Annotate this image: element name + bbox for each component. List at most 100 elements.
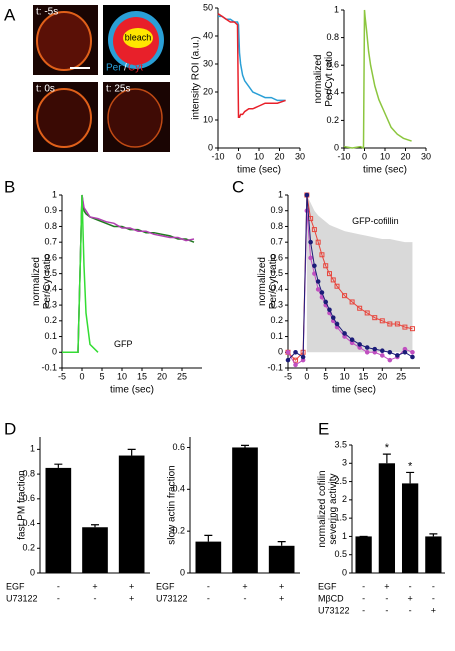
y-tick-label: 0.2 — [270, 315, 283, 325]
error-bar — [204, 534, 213, 542]
condition-mark: - — [207, 593, 210, 603]
condition-mark: - — [244, 593, 247, 603]
y-tick-label: 1.5 — [334, 513, 347, 523]
series-label: GFP — [114, 339, 133, 349]
y-tick-label: 0.2 — [326, 115, 339, 125]
marker — [342, 293, 348, 299]
x-tick-label: 20 — [157, 371, 167, 381]
panel-letter: B — [4, 177, 15, 196]
y-tick-label: 10 — [203, 114, 213, 124]
micrograph: t: -5s — [33, 5, 98, 75]
y-tick-label: 0 — [208, 142, 213, 152]
condition-name: EGF — [156, 581, 175, 591]
x-tick-label: 25 — [177, 371, 187, 381]
y-tick-label: 0.8 — [270, 221, 283, 231]
condition-mark: - — [432, 581, 435, 591]
y-tick-label: 0.6 — [44, 252, 57, 262]
y-tick-label: 1 — [30, 444, 35, 454]
marker — [300, 354, 306, 360]
marker — [395, 353, 400, 358]
condition-name: U73122 — [318, 605, 350, 615]
marker — [364, 345, 370, 350]
y-tick-label: 0.1 — [270, 331, 283, 341]
marker — [387, 321, 393, 327]
y-axis-label: normalized — [31, 257, 42, 306]
marker — [394, 321, 400, 327]
marker — [293, 357, 299, 363]
condition-mark: + — [407, 593, 412, 603]
x-tick-label: 20 — [377, 371, 387, 381]
marker — [334, 283, 340, 289]
condition-mark: - — [385, 605, 388, 615]
y-tick-label: 0.7 — [270, 237, 283, 247]
y-axis-label: Per/Cyt ratio — [268, 253, 279, 309]
condition-mark: + — [431, 605, 436, 615]
y-tick-label: 2.5 — [334, 476, 347, 486]
x-tick-label: 30 — [295, 151, 305, 161]
y-tick-label: 20 — [203, 86, 213, 96]
y-tick-label: 0.4 — [270, 284, 283, 294]
image-label: t: 25s — [106, 84, 130, 95]
y-axis-label: Per/Cyt ratio — [324, 51, 335, 107]
marker — [357, 342, 362, 347]
x-tick-label: -10 — [337, 151, 350, 161]
y-axis-label: normalized cofilin — [317, 470, 328, 547]
condition-name: MβCD — [318, 593, 344, 603]
marker — [293, 362, 298, 368]
line — [217, 12, 286, 118]
x-tick-label: 30 — [421, 151, 431, 161]
condition-mark: - — [432, 593, 435, 603]
y-tick-label: 1 — [278, 189, 283, 199]
y-tick-label: 0.8 — [44, 221, 57, 231]
bar — [232, 447, 258, 573]
y-axis-label: severing activity — [328, 473, 339, 544]
y-axis-label: fast PM fraction — [17, 470, 28, 539]
marker — [327, 307, 332, 313]
condition-mark: - — [207, 581, 210, 591]
x-tick-label: 10 — [254, 151, 264, 161]
y-tick-label: 30 — [203, 58, 213, 68]
x-tick-label: 5 — [99, 371, 104, 381]
legend-label: Per — [106, 63, 122, 74]
y-axis-label: intensity ROI (a.u.) — [191, 36, 202, 119]
legend-label: / — [124, 63, 127, 74]
y-tick-label: 0 — [342, 567, 347, 577]
condition-mark: + — [129, 593, 134, 603]
marker — [349, 299, 355, 305]
x-axis-label: time (sec) — [332, 385, 376, 396]
condition-mark: + — [242, 581, 247, 591]
marker — [379, 353, 385, 358]
marker — [304, 192, 310, 198]
panel-letter: D — [4, 419, 16, 438]
error-bar — [406, 471, 415, 484]
bar — [378, 463, 396, 573]
micrograph: t: 25s — [103, 82, 170, 152]
marker — [308, 239, 313, 245]
condition-mark: + — [279, 593, 284, 603]
condition-mark: - — [409, 605, 412, 615]
y-tick-label: 0.5 — [270, 268, 283, 278]
marker — [334, 321, 340, 327]
x-tick-label: 10 — [340, 371, 350, 381]
marker — [319, 290, 325, 295]
error-bar — [241, 444, 249, 448]
y-axis-label: Per/Cyt ratio — [42, 253, 53, 309]
y-tick-label: 0.5 — [334, 549, 347, 559]
x-tick-label: 10 — [380, 151, 390, 161]
schematic-label: bleach — [125, 32, 152, 42]
line — [218, 15, 286, 102]
line — [287, 194, 413, 361]
y-tick-label: 0.8 — [326, 32, 339, 42]
y-tick-label: 1 — [342, 531, 347, 541]
x-tick-label: 0 — [236, 151, 241, 161]
condition-mark: - — [362, 605, 365, 615]
marker — [402, 349, 408, 355]
y-tick-label: 0.8 — [22, 468, 35, 478]
bar — [195, 541, 222, 573]
image-label: t: -5s — [36, 7, 58, 18]
y-tick-label: 0 — [334, 142, 339, 152]
y-tick-label: 0.1 — [44, 331, 57, 341]
y-tick-label: -0.1 — [41, 362, 57, 372]
marker — [319, 252, 325, 258]
marker — [312, 263, 317, 269]
